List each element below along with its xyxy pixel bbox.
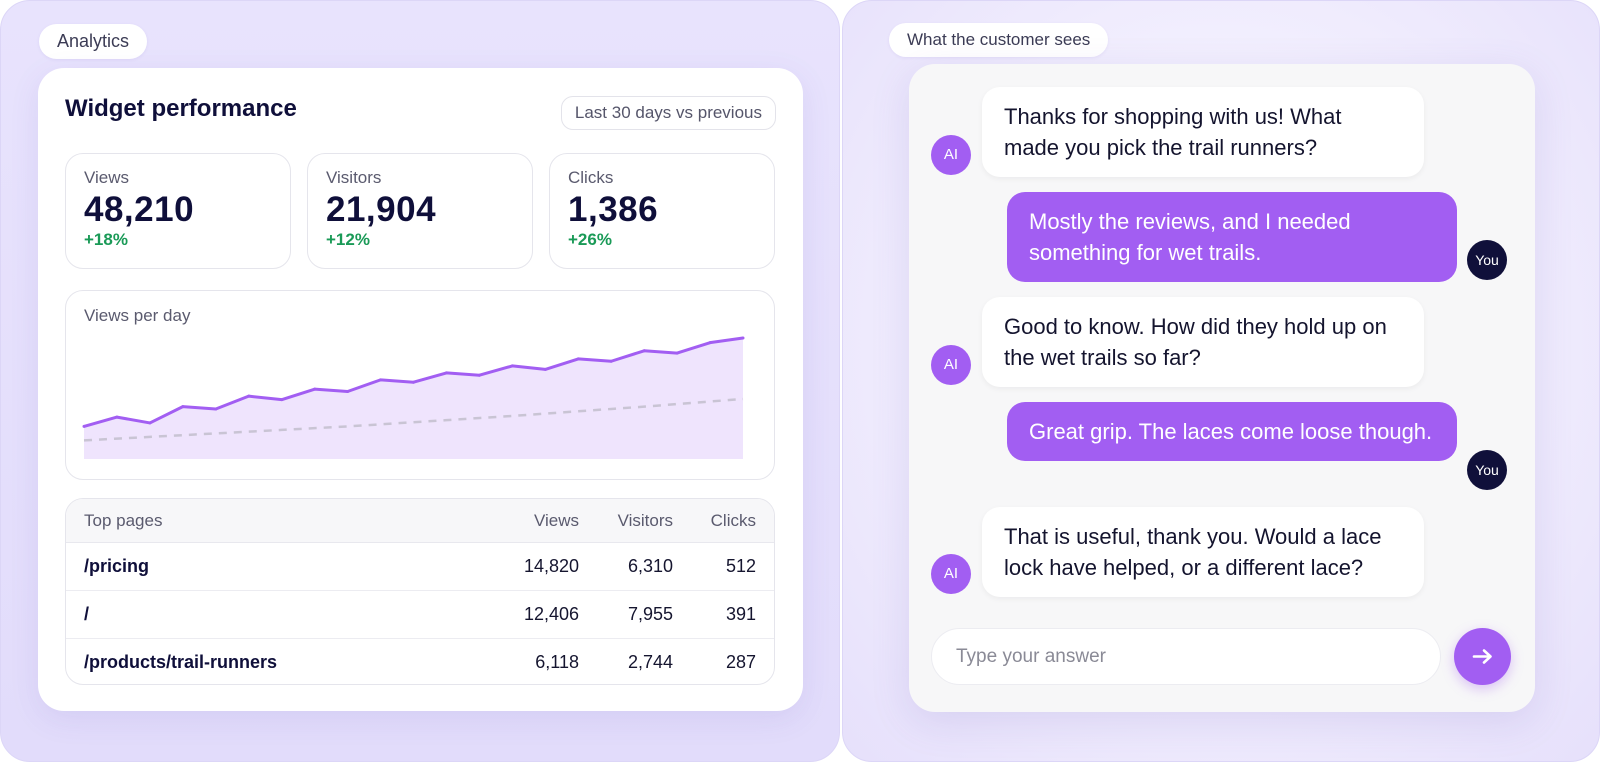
series-line-previous: [83, 397, 744, 442]
analytics-panel: Analytics Widget performance Last 30 day…: [0, 0, 840, 762]
stat-label: Visitors: [326, 168, 382, 187]
data-point: [642, 349, 646, 353]
row-page: /pricing: [84, 556, 150, 576]
data-point: [543, 367, 547, 371]
ai-avatar: AI: [931, 135, 971, 175]
top-pages-table: Top pages Views Visitors Clicks /pricing…: [65, 498, 775, 685]
row-views: 6,118: [535, 652, 579, 672]
data-point: [444, 371, 448, 375]
answer-input[interactable]: [931, 628, 1441, 685]
card-title: Widget performance: [65, 95, 297, 122]
widget-performance-card: Widget performance Last 30 days vs previ…: [38, 68, 803, 711]
ai-message: That is useful, thank you. Would a lace …: [982, 507, 1424, 597]
ai-avatar: AI: [931, 345, 971, 385]
line-chart-svg: [82, 336, 745, 459]
data-point: [115, 415, 119, 419]
ai-avatar: AI: [931, 554, 971, 594]
table-header: Top pages Views Visitors Clicks: [66, 499, 774, 543]
row-views: 12,406: [523, 604, 579, 624]
table-row[interactable]: /pricing 14,820 6,310 512: [66, 543, 774, 591]
header-clicks: Clicks: [710, 511, 756, 530]
stat-label: Views: [84, 168, 130, 187]
data-point: [148, 421, 152, 425]
row-visitors: 2,744: [627, 652, 673, 672]
user-avatar: You: [1467, 240, 1507, 280]
data-point: [280, 398, 284, 402]
data-point: [477, 373, 481, 377]
stat-card-visitors: Visitors 21,904 +12%: [307, 153, 533, 269]
data-point: [214, 407, 218, 411]
user-avatar: You: [1467, 450, 1507, 490]
send-button[interactable]: [1454, 628, 1511, 685]
customer-preview-panel: What the customer sees Thanks for shoppi…: [842, 0, 1600, 762]
row-clicks: 287: [725, 652, 756, 672]
stat-card-views: Views 48,210 +18%: [65, 153, 291, 269]
data-point: [82, 424, 86, 428]
data-point: [708, 341, 712, 345]
row-clicks: 512: [725, 556, 756, 576]
row-views: 14,820: [523, 556, 579, 576]
data-point: [609, 359, 613, 363]
data-point: [675, 351, 679, 355]
chat-window: Thanks for shopping with us! What made y…: [909, 64, 1535, 712]
data-point: [412, 380, 415, 384]
ai-message: Thanks for shopping with us! What made y…: [982, 87, 1424, 177]
data-point: [346, 390, 350, 394]
stat-delta: +26%: [568, 230, 612, 249]
header-page: Top pages: [84, 511, 163, 530]
header-visitors: Visitors: [617, 511, 673, 530]
row-visitors: 7,955: [627, 604, 673, 624]
row-page: /: [84, 604, 90, 624]
header-views: Views: [533, 511, 579, 530]
analytics-section-label: Analytics: [39, 24, 148, 59]
user-message: Mostly the reviews, and I needed somethi…: [1007, 192, 1457, 282]
data-point: [510, 364, 514, 368]
row-visitors: 6,310: [627, 556, 673, 576]
arrow-right-icon: [1472, 649, 1492, 664]
stat-delta: +18%: [84, 230, 128, 249]
stat-value: 1,386: [568, 190, 659, 229]
data-point: [576, 357, 580, 361]
table-row[interactable]: / 12,406 7,955 391: [66, 591, 774, 639]
user-message: Great grip. The laces come loose though.: [1007, 402, 1457, 461]
data-point: [247, 394, 251, 398]
customer-section-label: What the customer sees: [889, 23, 1109, 57]
stat-label: Clicks: [568, 168, 614, 187]
data-point: [741, 336, 745, 340]
ai-message: Good to know. How did they hold up on th…: [982, 297, 1424, 387]
row-page: /products/trail-runners: [84, 652, 278, 672]
views-per-day-chart: Views per day: [65, 290, 775, 480]
date-range-selector[interactable]: Last 30 days vs previous: [560, 96, 776, 130]
table-row[interactable]: /products/trail-runners 6,118 2,744 287: [66, 639, 774, 684]
data-point: [379, 378, 383, 382]
stat-delta: +12%: [326, 230, 370, 249]
stat-value: 48,210: [84, 190, 195, 229]
chart-label: Views per day: [84, 306, 191, 325]
row-clicks: 391: [725, 604, 756, 624]
data-point: [313, 387, 317, 391]
stat-value: 21,904: [326, 190, 437, 229]
data-point: [181, 405, 185, 409]
area-fill: [84, 337, 743, 459]
stat-card-clicks: Clicks 1,386 +26%: [549, 153, 775, 269]
